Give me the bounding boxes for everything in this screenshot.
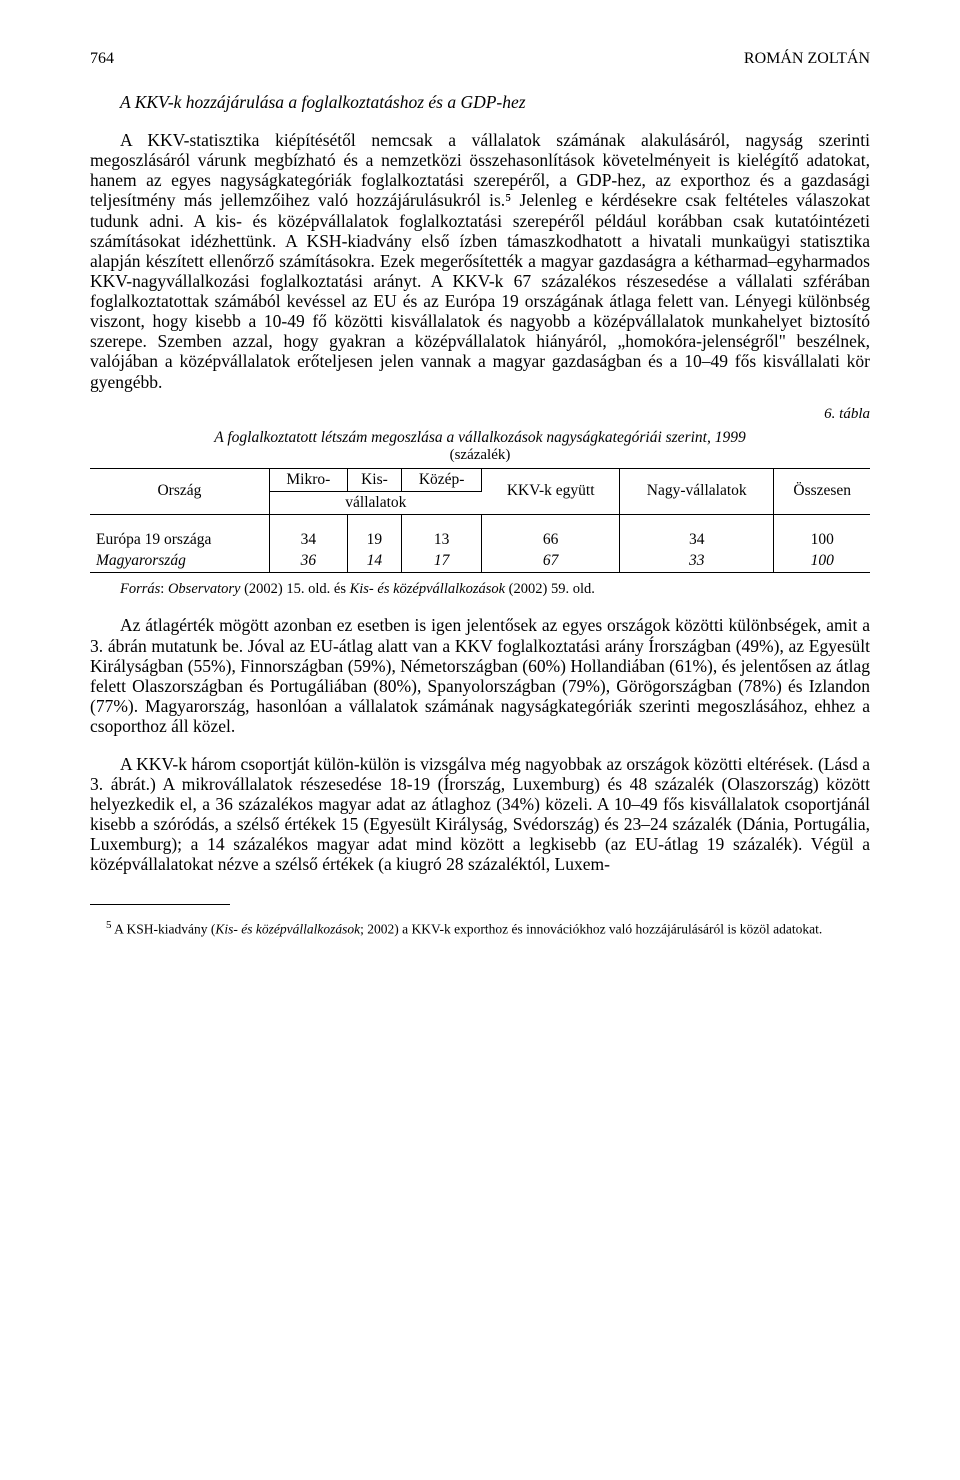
col-micro: Mikro- (269, 468, 347, 491)
col-subgroup-companies: vállalatok (269, 491, 481, 514)
table-title: A foglalkoztatott létszám megoszlása a v… (90, 429, 870, 447)
col-sme-total: KKV-k együtt (482, 468, 620, 514)
cell-small: 19 (347, 529, 401, 551)
body-paragraph-3: A KKV-k három csoportját külön-külön is … (90, 754, 870, 875)
col-total: Összesen (774, 468, 870, 514)
cell-total: 100 (774, 529, 870, 551)
cell-sme: 66 (482, 529, 620, 551)
table-row: Magyarország 36 14 17 67 33 100 (90, 550, 870, 572)
footnote-text: A KSH-kiadvány ( (112, 921, 216, 936)
footnote-cite: Kis- és középvállalkozások (215, 921, 360, 936)
source-text: (2002) 15. old. és (240, 581, 349, 597)
author-name: ROMÁN ZOLTÁN (744, 50, 870, 68)
cell-country: Magyarország (90, 550, 269, 572)
data-table: Ország Mikro- Kis- Közép- KKV-k együtt N… (90, 468, 870, 573)
footnote-rule (90, 904, 230, 905)
col-country: Ország (90, 468, 269, 514)
cell-total: 100 (774, 550, 870, 572)
source-cite-a: Observatory (168, 581, 241, 597)
col-small: Kis- (347, 468, 401, 491)
body-paragraph-1: A KKV-statisztika kiépítésétől nemcsak a… (90, 130, 870, 392)
source-cite-b: Kis- és középvállalkozások (350, 581, 505, 597)
cell-large: 34 (620, 529, 774, 551)
cell-micro: 36 (269, 550, 347, 572)
section-title: A KKV-k hozzájárulása a foglalkoztatásho… (90, 92, 870, 112)
cell-large: 33 (620, 550, 774, 572)
cell-medium: 13 (402, 529, 482, 551)
table-source: Forrás: Observatory (2002) 15. old. és K… (90, 581, 870, 598)
body-paragraph-2: Az átlagérték mögött azonban ez esetben … (90, 615, 870, 736)
cell-small: 14 (347, 550, 401, 572)
cell-micro: 34 (269, 529, 347, 551)
col-medium: Közép- (402, 468, 482, 491)
table-number-label: 6. tábla (90, 406, 870, 423)
source-label: Forrás (120, 581, 160, 597)
col-large: Nagy-vállalatok (620, 468, 774, 514)
page-header: 764 ROMÁN ZOLTÁN (90, 50, 870, 68)
footnote: 5 A KSH-kiadvány (Kis- és középvállalkoz… (90, 919, 870, 937)
source-text: (2002) 59. old. (505, 581, 595, 597)
cell-sme: 67 (482, 550, 620, 572)
table-row: Európa 19 országa 34 19 13 66 34 100 (90, 529, 870, 551)
footnote-text: ; 2002) a KKV-k exporthoz és innovációkh… (360, 921, 822, 936)
page-number: 764 (90, 50, 114, 68)
table-subtitle: (százalék) (90, 447, 870, 464)
cell-medium: 17 (402, 550, 482, 572)
cell-country: Európa 19 országa (90, 529, 269, 551)
